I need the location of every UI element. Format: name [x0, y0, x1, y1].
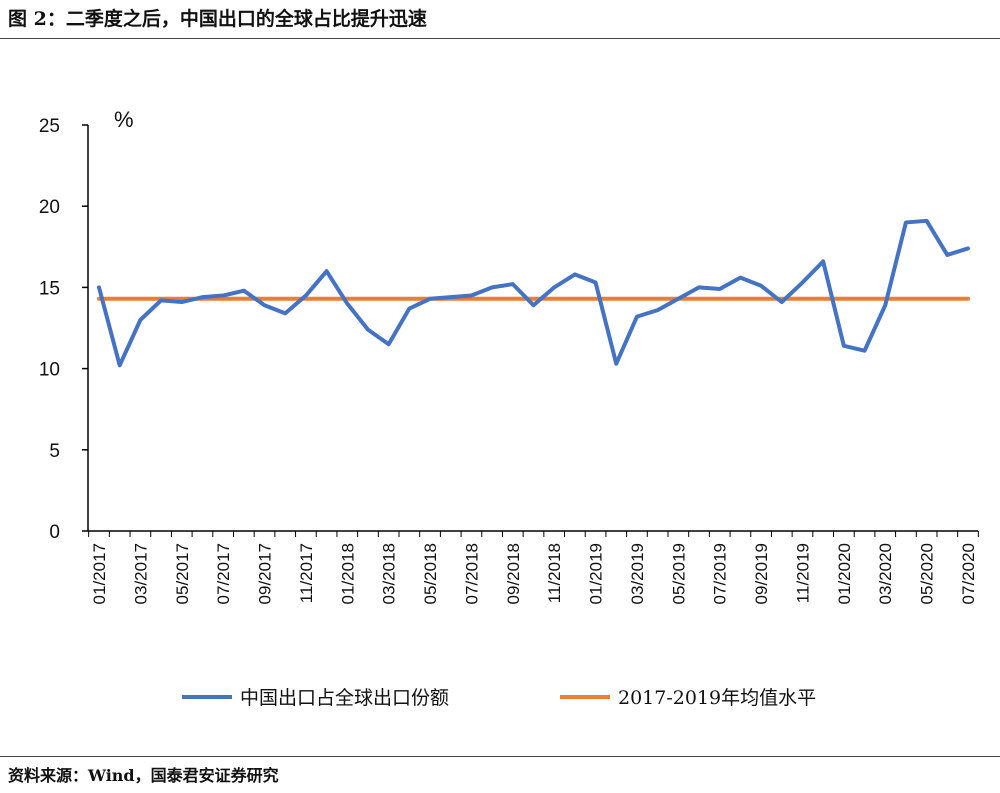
x-tick-label: 07/2017 [214, 543, 233, 604]
x-tick-label: 09/2019 [752, 543, 771, 604]
source-note: 资料来源：Wind，国泰君安证券研究 [8, 766, 279, 785]
y-tick-label: 10 [39, 360, 60, 381]
x-tick-label: 11/2018 [545, 543, 564, 603]
figure-title: 图 2：二季度之后，中国出口的全球占比提升迅速 [8, 8, 427, 30]
x-tick-label: 01/2017 [90, 543, 109, 604]
bottom-divider [0, 756, 1000, 757]
x-tick-label: 03/2020 [876, 543, 895, 604]
x-tick-label: 05/2017 [173, 543, 192, 604]
x-tick-label: 07/2018 [462, 543, 481, 604]
x-tick-label: 09/2017 [256, 543, 275, 604]
top-divider [0, 38, 1000, 39]
x-tick-label: 01/2018 [338, 543, 357, 604]
export-share-line [97, 218, 970, 368]
x-tick-label: 07/2019 [711, 543, 730, 604]
x-tick-label: 03/2018 [380, 543, 399, 604]
y-tick-label: 20 [39, 197, 60, 218]
x-tick-label: 05/2018 [421, 543, 440, 604]
x-tick-label: 01/2019 [587, 543, 606, 604]
legend-label-average: 2017-2019年均值水平 [618, 687, 816, 709]
y-tick-label: 5 [49, 441, 60, 462]
x-tick-label: 11/2019 [793, 543, 812, 603]
x-tick-label: 05/2020 [918, 543, 937, 604]
y-tick-label: 0 [49, 522, 60, 543]
legend-label-export-share: 中国出口占全球出口份额 [240, 687, 449, 709]
x-tick-label: 03/2019 [628, 543, 647, 604]
x-tick-label: 03/2017 [131, 543, 150, 604]
x-tick-label: 07/2020 [959, 543, 978, 604]
y-tick-label: 15 [39, 278, 60, 299]
x-tick-label: 01/2020 [835, 543, 854, 604]
x-tick-label: 05/2019 [669, 543, 688, 604]
x-tick-label: 11/2017 [297, 543, 316, 603]
y-tick-label: 25 [39, 116, 60, 137]
y-axis-unit: % [114, 107, 134, 132]
x-tick-label: 09/2018 [504, 543, 523, 604]
